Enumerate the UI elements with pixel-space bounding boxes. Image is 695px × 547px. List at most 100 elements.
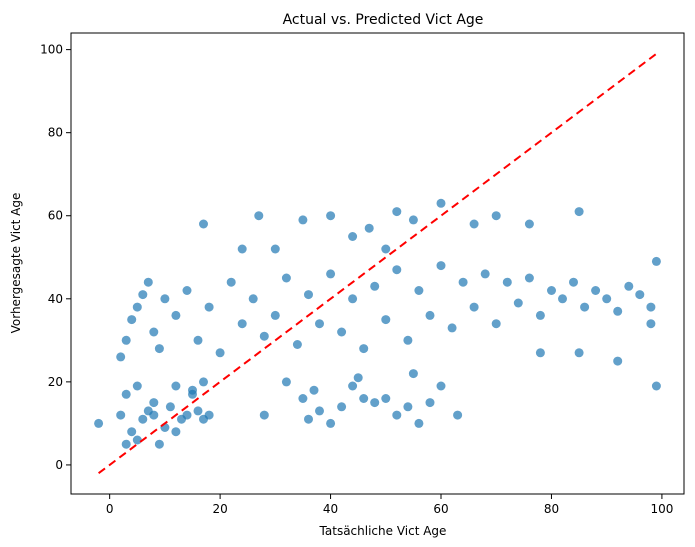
data-point (127, 427, 137, 437)
data-point (392, 265, 402, 275)
data-point (403, 402, 413, 412)
data-point (458, 277, 468, 287)
plot-frame (70, 32, 685, 495)
data-point (215, 348, 225, 358)
data-point (315, 406, 324, 416)
data-point (453, 410, 463, 420)
y-axis-label: Vorhergesagte Vict Age (9, 193, 23, 334)
data-point (292, 340, 302, 349)
data-point (132, 302, 142, 312)
data-point (469, 302, 479, 312)
data-point (199, 219, 208, 229)
data-point (447, 323, 457, 333)
data-point (381, 394, 391, 403)
data-point (535, 310, 545, 320)
data-point (171, 310, 181, 320)
data-point (326, 269, 336, 279)
x-axis: 0 20 40 60 80 100 (106, 494, 673, 516)
data-point (580, 302, 590, 312)
data-point (337, 402, 347, 412)
data-point (149, 410, 159, 420)
data-point (188, 385, 197, 395)
data-point (116, 410, 126, 420)
x-tick-label: 20 (212, 502, 227, 516)
chart-title: Actual vs. Predicted Vict Age (283, 12, 484, 28)
data-point (138, 414, 148, 424)
data-point (408, 369, 418, 379)
data-point (193, 335, 203, 345)
y-tick-label: 40 (48, 292, 63, 306)
data-point (337, 327, 347, 337)
data-point (193, 406, 203, 416)
scatter-points (94, 198, 661, 449)
data-point (613, 306, 623, 316)
data-point (138, 290, 148, 300)
x-tick-label: 40 (323, 502, 338, 516)
data-point (298, 394, 308, 403)
data-point (154, 439, 164, 449)
data-point (204, 410, 214, 420)
data-point (304, 290, 313, 300)
data-point (646, 302, 656, 312)
data-point (646, 319, 656, 329)
data-point (436, 381, 446, 391)
data-point (165, 402, 175, 412)
data-point (182, 286, 192, 295)
data-point (381, 244, 391, 254)
y-tick-label: 100 (40, 43, 63, 57)
data-point (326, 211, 336, 221)
data-point (436, 198, 446, 208)
data-point (116, 352, 126, 362)
x-axis-label: Tatsächliche Vict Age (319, 524, 447, 538)
data-point (121, 439, 131, 449)
data-point (436, 261, 446, 271)
data-point (574, 348, 584, 358)
data-point (524, 273, 534, 283)
data-point (121, 389, 131, 399)
data-point (304, 414, 313, 424)
data-point (182, 410, 192, 420)
data-point (149, 398, 159, 408)
data-point (574, 207, 584, 217)
data-point (364, 223, 374, 233)
data-point (326, 418, 336, 428)
y-axis: 0 20 40 60 80 100 (40, 43, 71, 472)
data-point (425, 398, 435, 408)
data-point (160, 294, 170, 304)
data-point (569, 277, 578, 287)
data-point (502, 277, 512, 287)
data-point (513, 298, 523, 308)
data-point (425, 310, 435, 320)
data-point (132, 381, 142, 391)
data-point (132, 435, 142, 445)
data-point (348, 294, 358, 304)
data-point (270, 310, 280, 320)
data-point (353, 373, 363, 383)
data-point (171, 381, 181, 391)
data-point (469, 219, 479, 229)
y-tick-label: 60 (48, 209, 63, 223)
data-point (259, 410, 269, 420)
data-point (635, 290, 645, 300)
data-point (558, 294, 567, 304)
data-point (199, 377, 208, 387)
data-point (651, 381, 661, 391)
data-point (204, 302, 214, 312)
data-point (348, 232, 358, 241)
data-point (408, 215, 418, 225)
data-point (237, 319, 247, 329)
x-tick-label: 60 (433, 502, 448, 516)
data-point (624, 281, 634, 291)
data-point (281, 273, 291, 283)
reference-line (98, 52, 657, 475)
data-point (381, 315, 391, 325)
data-point (237, 244, 247, 254)
data-point (143, 277, 153, 287)
data-point (547, 286, 556, 295)
data-point (370, 398, 380, 408)
y-tick-label: 0 (55, 458, 63, 472)
data-point (414, 286, 424, 295)
data-point (315, 319, 324, 329)
x-tick-label: 80 (544, 502, 559, 516)
